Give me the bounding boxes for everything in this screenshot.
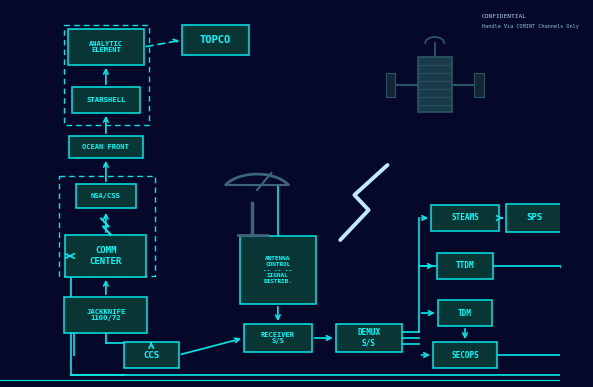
Text: ANTENNA
CONTROL
-- -- --
SIGNAL
DISTRIB.: ANTENNA CONTROL -- -- -- SIGNAL DISTRIB.	[263, 256, 292, 284]
Text: DEMUX
S/S: DEMUX S/S	[357, 329, 380, 348]
Text: STARSHELL: STARSHELL	[86, 97, 126, 103]
Text: NSA/CSS: NSA/CSS	[91, 193, 121, 199]
FancyBboxPatch shape	[244, 324, 312, 352]
Text: TDM: TDM	[458, 308, 472, 317]
FancyBboxPatch shape	[240, 236, 315, 304]
FancyBboxPatch shape	[385, 73, 395, 97]
Bar	[59, 176, 155, 276]
FancyBboxPatch shape	[124, 342, 178, 368]
FancyBboxPatch shape	[431, 205, 499, 231]
Text: SECOPS: SECOPS	[451, 351, 479, 360]
FancyBboxPatch shape	[506, 204, 562, 232]
Text: STEAMS: STEAMS	[451, 214, 479, 223]
FancyBboxPatch shape	[69, 136, 143, 158]
FancyBboxPatch shape	[438, 300, 492, 326]
FancyBboxPatch shape	[68, 29, 144, 65]
Text: RECEIVER
S/S: RECEIVER S/S	[261, 332, 295, 344]
FancyBboxPatch shape	[65, 235, 146, 277]
Text: CONFIDENTIAL: CONFIDENTIAL	[482, 14, 527, 19]
Text: TOPCO: TOPCO	[200, 35, 231, 45]
Text: Handle Via COMINT Channels Only: Handle Via COMINT Channels Only	[482, 24, 579, 29]
FancyBboxPatch shape	[417, 57, 452, 112]
Bar	[64, 25, 149, 125]
FancyBboxPatch shape	[436, 253, 493, 279]
FancyBboxPatch shape	[76, 184, 136, 208]
Text: CCS: CCS	[143, 351, 160, 360]
Text: COMM
CENTER: COMM CENTER	[90, 247, 122, 265]
FancyBboxPatch shape	[72, 87, 140, 113]
FancyBboxPatch shape	[183, 25, 248, 55]
Text: OCEAN FRONT: OCEAN FRONT	[82, 144, 129, 150]
Text: SPS: SPS	[526, 214, 542, 223]
FancyBboxPatch shape	[336, 324, 401, 352]
FancyBboxPatch shape	[64, 297, 148, 333]
FancyBboxPatch shape	[474, 73, 484, 97]
Text: TTDM: TTDM	[456, 262, 474, 271]
FancyBboxPatch shape	[433, 342, 497, 368]
Text: JACKKNIFE
1100/72: JACKKNIFE 1100/72	[86, 308, 126, 321]
Text: ANALYTIC
ELEMENT: ANALYTIC ELEMENT	[89, 41, 123, 53]
